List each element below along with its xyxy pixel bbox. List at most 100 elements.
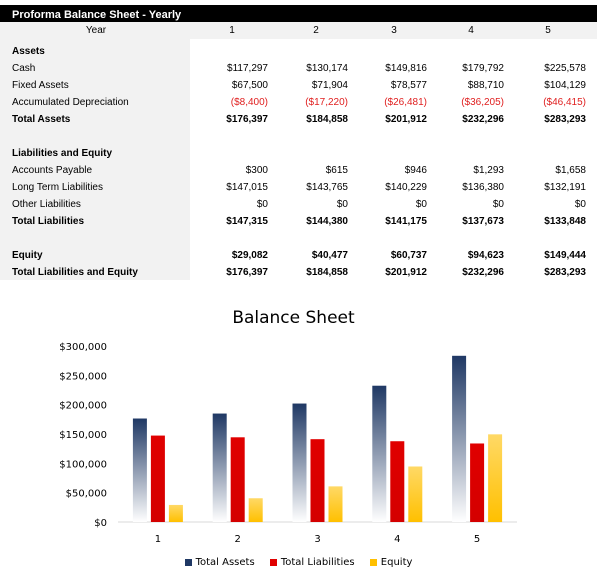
row-label: Total Assets (12, 114, 71, 125)
table-cell: $283,293 (544, 267, 586, 278)
table-cell: $615 (325, 165, 348, 176)
y-tick-label: $50,000 (66, 489, 107, 500)
table-cell: ($36,205) (461, 97, 504, 108)
table-cell: $78,577 (390, 80, 427, 91)
legend-swatch-equity (369, 558, 377, 566)
x-tick-label: 1 (155, 534, 161, 545)
table-row: Assets (0, 43, 597, 60)
table-cell: ($8,400) (230, 97, 268, 108)
table-cell: ($26,481) (384, 97, 427, 108)
table-cell: $147,315 (226, 216, 268, 227)
bar-total-liabilities-4 (390, 441, 405, 522)
y-tick-label: $150,000 (59, 430, 107, 441)
row-label: Fixed Assets (12, 80, 69, 91)
table-cell: $117,297 (227, 63, 268, 74)
chart-title: Balance Sheet (232, 308, 355, 328)
bar-total-liabilities-2 (230, 437, 245, 522)
legend-swatch-total-liabilities (269, 558, 277, 566)
x-tick-label: 5 (474, 534, 480, 545)
table-cell: $143,765 (306, 182, 348, 193)
legend-item-total-liabilities: Total Liabilities (269, 557, 355, 568)
table-cell: $29,082 (231, 250, 268, 261)
bar-total-assets-1 (132, 418, 147, 522)
legend-label-total-assets: Total Assets (195, 557, 255, 568)
y-tick-label: $250,000 (59, 371, 107, 382)
table-cell: $184,858 (306, 267, 348, 278)
year-header-2: 2 (313, 25, 319, 36)
table-cell: $141,175 (385, 216, 427, 227)
row-label: Equity (12, 250, 43, 261)
y-tick-label: $100,000 (59, 459, 107, 470)
row-label: Cash (12, 63, 36, 74)
bar-equity-5 (488, 434, 503, 522)
table-cell: $60,737 (390, 250, 427, 261)
bar-equity-4 (408, 466, 423, 522)
row-label: Total Liabilities (12, 216, 85, 227)
table-cell: $144,380 (306, 216, 348, 227)
label-column-background (0, 22, 190, 280)
legend-label-equity: Equity (380, 557, 413, 568)
bar-total-liabilities-5 (470, 443, 485, 522)
bar-total-assets-4 (372, 385, 387, 522)
year-header-4: 4 (468, 25, 474, 36)
table-cell: $232,296 (462, 267, 504, 278)
table-row: Accounts Payable $300 $615 $946 $1,293 $1,658 (0, 162, 597, 179)
bar-total-assets-2 (212, 413, 227, 522)
bar-total-liabilities-1 (150, 435, 165, 522)
row-label: Accumulated Depreciation (12, 97, 129, 108)
bar-equity-3 (328, 486, 343, 522)
table-cell: $137,673 (462, 216, 504, 227)
table-row: Total Liabilities $147,315 $144,380 $141,17… (0, 213, 597, 230)
table-cell: $149,816 (385, 63, 427, 74)
year-header-5: 5 (545, 25, 551, 36)
table-cell: $176,397 (226, 267, 268, 278)
table-cell: $88,710 (467, 80, 504, 91)
table-cell: $232,296 (462, 114, 504, 125)
table-cell: $179,792 (462, 63, 504, 74)
table-cell: $225,578 (544, 63, 586, 74)
table-cell: $136,380 (462, 182, 504, 193)
row-label: Other Liabilities (12, 199, 81, 210)
year-header-3: 3 (391, 25, 397, 36)
table-row: Long Term Liabilities $147,015 $143,765 $14… (0, 179, 597, 196)
year-header-1: 1 (229, 25, 235, 36)
table-row: Liabilities and Equity (0, 145, 597, 162)
chart-legend: Total Assets Total Liabilities Equity (0, 557, 597, 568)
year-header-row: Year 1 2 3 4 5 (0, 22, 597, 39)
table-cell: $283,293 (544, 114, 586, 125)
legend-swatch-total-assets (184, 558, 192, 566)
bar-total-assets-5 (452, 355, 467, 522)
table-cell: $184,858 (306, 114, 348, 125)
table-row: Other Liabilities $0 $0 $0 $0 $0 (0, 196, 597, 213)
table-cell: $946 (404, 165, 427, 176)
sheet-title: Proforma Balance Sheet - Yearly (0, 5, 597, 22)
y-tick-label: $200,000 (59, 401, 107, 412)
table-cell: $0 (574, 199, 586, 210)
table-cell: $201,912 (385, 267, 427, 278)
year-header-label: Year (85, 25, 107, 36)
table-row: Accumulated Depreciation ($8,400) ($17,220… (0, 94, 597, 111)
table-cell: $104,129 (544, 80, 586, 91)
table-cell: ($17,220) (305, 97, 348, 108)
table-row: Equity $29,082 $40,477 $60,737 $94,623 $149,4… (0, 247, 597, 264)
x-tick-label: 4 (394, 534, 400, 545)
table-cell: ($46,415) (543, 97, 586, 108)
legend-item-equity: Equity (369, 557, 413, 568)
table-row: Fixed Assets $67,500 $71,904 $78,577 $88,710… (0, 77, 597, 94)
bar-total-liabilities-3 (310, 439, 325, 522)
table-row: Cash $117,297 $130,174 $149,816 $179,792 $225… (0, 60, 597, 77)
legend-label-total-liabilities: Total Liabilities (280, 557, 355, 568)
table-cell: $1,293 (473, 165, 504, 176)
legend-item-total-assets: Total Assets (184, 557, 255, 568)
y-tick-label: $300,000 (59, 342, 107, 353)
row-label: Accounts Payable (12, 165, 93, 176)
table-cell: $67,500 (231, 80, 268, 91)
x-tick-label: 3 (314, 534, 320, 545)
bar-equity-1 (168, 504, 183, 522)
table-row: Total Liabilities and Equity $176,397 $184… (0, 264, 597, 281)
y-tick-label: $0 (94, 518, 107, 529)
table-cell: $130,174 (306, 63, 348, 74)
bar-equity-2 (248, 498, 263, 522)
table-cell: $132,191 (544, 182, 586, 193)
